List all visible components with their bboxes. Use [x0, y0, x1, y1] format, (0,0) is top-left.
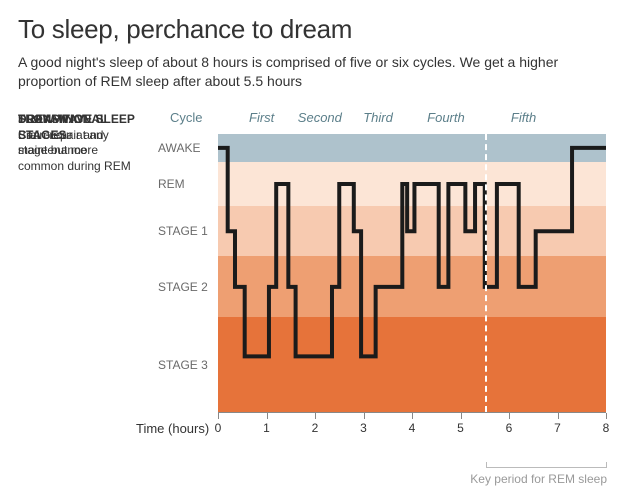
note-slow-wave: SLOW-WAVE SLEEP Brain repair and mainten…	[18, 112, 138, 159]
cycle-labels: Cycle FirstSecondThirdFourthFifth	[218, 110, 606, 130]
x-tick-label: 2	[312, 421, 319, 435]
x-tick	[267, 413, 268, 419]
chart: DREAMING Can occur at any stage but more…	[18, 112, 611, 440]
x-tick	[315, 413, 316, 419]
x-tick	[412, 413, 413, 419]
x-tick	[218, 413, 219, 419]
hypnogram-line	[218, 134, 606, 412]
x-tick-label: 4	[409, 421, 416, 435]
x-axis-label: Time (hours)	[136, 421, 209, 436]
key-period-label: Key period for REM sleep	[470, 472, 607, 486]
x-axis: Time (hours) 012345678	[218, 412, 606, 440]
page-subtitle: A good night's sleep of about 8 hours is…	[18, 53, 578, 91]
x-tick-label: 6	[506, 421, 513, 435]
x-tick-label: 8	[603, 421, 610, 435]
x-tick	[606, 413, 607, 419]
stage-label: AWAKE	[158, 141, 200, 155]
cycle-label: Third	[363, 110, 393, 125]
stage-label: STAGE 1	[158, 224, 208, 238]
x-tick-label: 5	[457, 421, 464, 435]
x-tick	[558, 413, 559, 419]
x-tick-label: 3	[360, 421, 367, 435]
stage-label: STAGE 3	[158, 358, 208, 372]
cycle-label: Fifth	[511, 110, 536, 125]
stage-label: REM	[158, 177, 185, 191]
page-title: To sleep, perchance to dream	[18, 14, 611, 45]
x-tick-label: 7	[554, 421, 561, 435]
cycle-label: Fourth	[427, 110, 465, 125]
key-period-bracket	[486, 462, 607, 468]
plot-area: AWAKEREMSTAGE 1STAGE 2STAGE 3	[218, 134, 606, 412]
cycle-header: Cycle	[170, 110, 203, 125]
x-tick-label: 0	[215, 421, 222, 435]
x-tick	[461, 413, 462, 419]
cycle-label: First	[249, 110, 274, 125]
cycle-label: Second	[298, 110, 342, 125]
x-tick-label: 1	[263, 421, 270, 435]
x-tick	[509, 413, 510, 419]
stage-label: STAGE 2	[158, 280, 208, 294]
key-period-line	[485, 134, 487, 412]
x-tick	[364, 413, 365, 419]
